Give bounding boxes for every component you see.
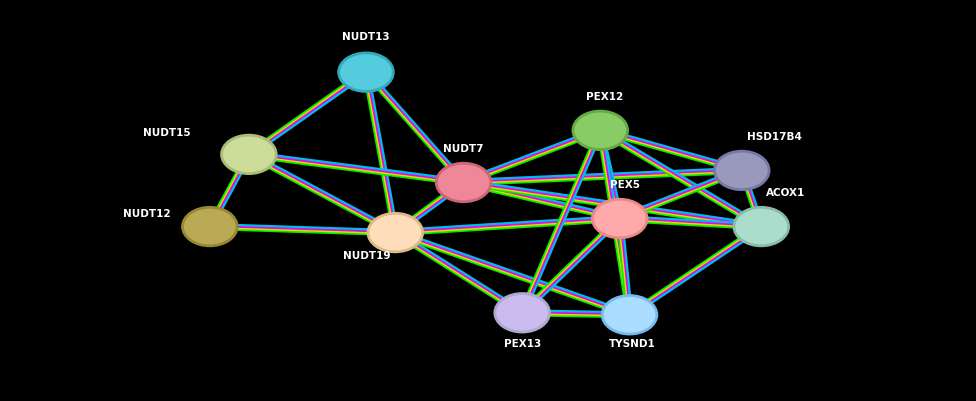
Ellipse shape (222, 135, 276, 174)
Text: ACOX1: ACOX1 (766, 188, 805, 198)
Text: NUDT15: NUDT15 (142, 128, 190, 138)
Text: NUDT13: NUDT13 (343, 32, 389, 42)
Text: NUDT19: NUDT19 (343, 251, 390, 261)
Ellipse shape (714, 151, 769, 190)
Ellipse shape (734, 207, 789, 246)
Ellipse shape (495, 294, 549, 332)
Ellipse shape (436, 163, 491, 202)
Text: HSD17B4: HSD17B4 (747, 132, 801, 142)
Text: PEX5: PEX5 (610, 180, 639, 190)
Text: PEX13: PEX13 (504, 339, 541, 349)
Ellipse shape (602, 296, 657, 334)
Ellipse shape (592, 199, 647, 238)
Text: NUDT12: NUDT12 (123, 209, 171, 219)
Ellipse shape (368, 213, 423, 252)
Ellipse shape (183, 207, 237, 246)
Text: NUDT7: NUDT7 (443, 144, 484, 154)
Ellipse shape (573, 111, 628, 150)
Ellipse shape (339, 53, 393, 91)
Text: PEX12: PEX12 (587, 92, 624, 102)
Text: TYSND1: TYSND1 (609, 339, 656, 349)
